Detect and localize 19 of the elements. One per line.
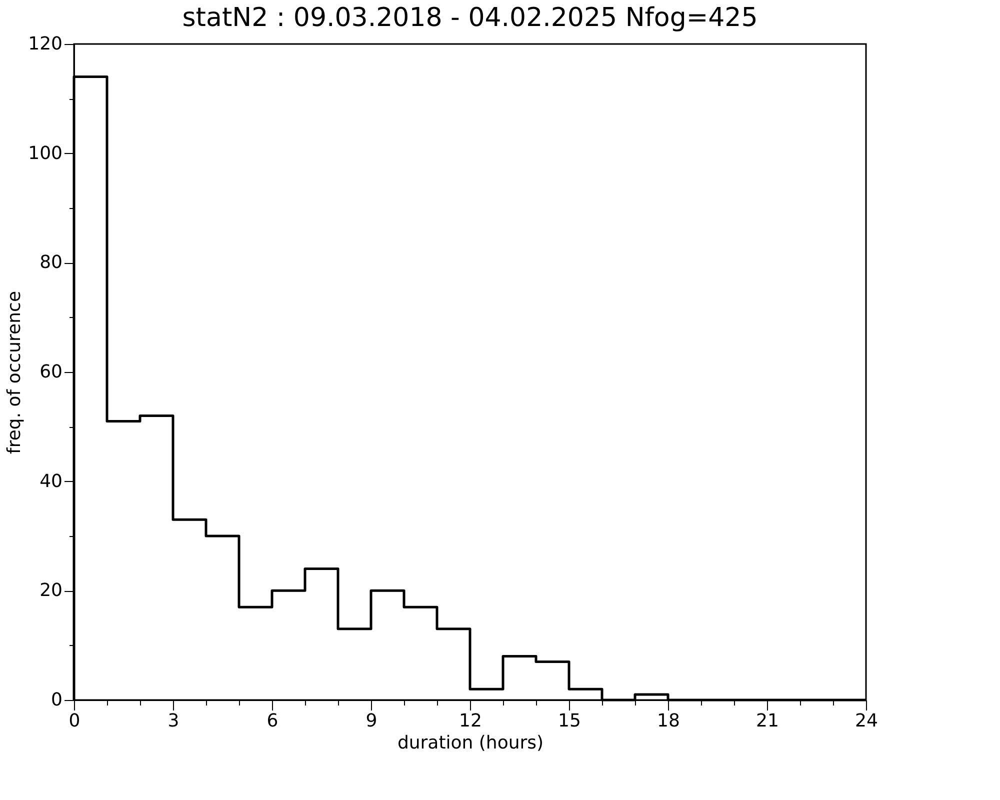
y-axis-title: freq. of occurence bbox=[4, 290, 26, 454]
x-tick-label: 9 bbox=[366, 710, 378, 732]
y-tick-label: 0 bbox=[51, 690, 62, 710]
x-tick-label: 12 bbox=[459, 710, 482, 732]
x-tick-label: 3 bbox=[168, 710, 180, 732]
y-tick-label: 100 bbox=[28, 142, 62, 164]
y-tick-label: 120 bbox=[28, 34, 62, 54]
x-tick-label: 15 bbox=[558, 710, 581, 732]
y-tick-label: 40 bbox=[40, 470, 62, 492]
x-tick-label: 21 bbox=[756, 710, 779, 732]
y-tick-label: 20 bbox=[40, 580, 62, 602]
x-tick-label: 6 bbox=[266, 710, 278, 732]
y-tick-label: 60 bbox=[40, 362, 62, 382]
x-axis-title: duration (hours) bbox=[397, 732, 544, 754]
y-tick-label: 80 bbox=[40, 252, 62, 274]
x-tick-label: 18 bbox=[657, 710, 680, 732]
x-tick-label: 0 bbox=[68, 710, 80, 732]
chart-title: statN2 : 09.03.2018 - 04.02.2025 Nfog=425 bbox=[182, 3, 758, 33]
x-tick-label: 24 bbox=[855, 710, 878, 732]
